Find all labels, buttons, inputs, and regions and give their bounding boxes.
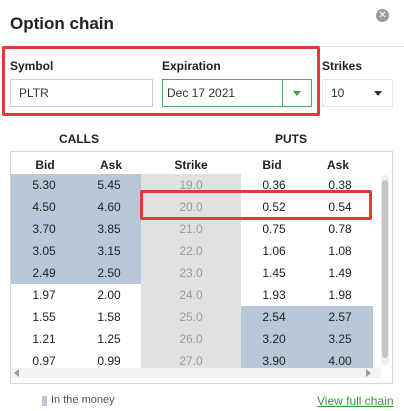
cell-call-bid[interactable]: 3.70 <box>11 218 77 240</box>
cell-put-bid[interactable]: 3.90 <box>241 350 307 372</box>
cell-strike: 22.0 <box>141 240 241 262</box>
symbol-label: Symbol <box>10 59 54 73</box>
cell-put-ask[interactable]: 0.78 <box>328 222 352 236</box>
cell-put-ask[interactable]: 2.57 <box>307 306 373 328</box>
cell-call-ask[interactable]: 1.58 <box>97 310 121 324</box>
cell-strike: 24.0 <box>141 284 241 306</box>
cell-put-bid[interactable]: 1.45 <box>262 266 286 280</box>
strikes-value: 10 <box>331 86 345 100</box>
cell-put-ask[interactable]: 0.54 <box>328 200 352 214</box>
strikes-dropdown-button[interactable] <box>364 80 392 106</box>
cell-call-ask[interactable]: 4.60 <box>77 196 141 218</box>
puts-section-label: PUTS <box>275 132 308 146</box>
cell-strike: 21.0 <box>141 218 241 240</box>
expiration-select[interactable]: Dec 17 2021 <box>162 79 312 107</box>
cell-strike: 23.0 <box>141 262 241 284</box>
cell-put-bid[interactable]: 0.36 <box>262 178 286 192</box>
expiration-dropdown-button[interactable] <box>282 80 311 106</box>
strikes-select[interactable]: 10 <box>322 79 393 107</box>
column-header-put-ask: Ask <box>326 158 349 172</box>
scroll-left-icon[interactable] <box>14 369 19 377</box>
cell-call-bid[interactable]: 5.30 <box>11 174 77 196</box>
view-full-chain-link[interactable]: View full chain <box>317 394 394 408</box>
cell-strike: 26.0 <box>141 328 241 350</box>
cell-put-bid[interactable]: 2.54 <box>241 306 307 328</box>
strikes-label: Strikes <box>322 59 363 73</box>
cell-put-ask[interactable]: 3.25 <box>307 328 373 350</box>
controls-highlight <box>2 46 320 116</box>
cell-put-ask[interactable]: 1.98 <box>328 288 352 302</box>
close-icon[interactable]: ✕ <box>376 9 389 22</box>
cell-put-ask[interactable]: 0.38 <box>328 178 352 192</box>
cell-strike: 27.0 <box>141 350 241 372</box>
cell-put-bid[interactable]: 0.52 <box>262 200 286 214</box>
cell-strike: 20.0 <box>141 196 241 218</box>
cell-call-bid[interactable]: 1.55 <box>32 310 56 324</box>
cell-call-bid[interactable]: 1.21 <box>32 332 56 346</box>
cell-call-ask[interactable]: 2.00 <box>97 288 121 302</box>
symbol-value: PLTR <box>19 86 49 100</box>
cell-call-ask[interactable]: 3.85 <box>77 218 141 240</box>
column-header-call-ask: Ask <box>99 158 122 172</box>
cell-put-bid[interactable]: 1.06 <box>262 244 286 258</box>
column-header-put-bid: Bid <box>262 158 282 172</box>
symbol-input[interactable]: PLTR <box>10 79 153 107</box>
cell-put-bid[interactable]: 0.75 <box>262 222 286 236</box>
column-header-strike: Strike <box>174 158 208 172</box>
column-header-call-bid: Bid <box>35 158 55 172</box>
scroll-right-icon[interactable] <box>366 369 371 377</box>
cell-call-ask[interactable]: 0.99 <box>97 354 121 368</box>
cell-call-bid[interactable]: 0.97 <box>32 354 56 368</box>
chevron-down-icon <box>293 90 301 96</box>
cell-call-bid[interactable]: 3.05 <box>11 240 77 262</box>
cell-call-ask[interactable]: 5.45 <box>77 174 141 196</box>
cell-call-ask[interactable]: 3.15 <box>77 240 141 262</box>
cell-put-ask[interactable]: 1.49 <box>328 266 352 280</box>
cell-put-ask[interactable]: 1.08 <box>328 244 352 258</box>
cell-call-bid[interactable]: 2.49 <box>11 262 77 284</box>
cell-put-ask[interactable]: 4.00 <box>307 350 373 372</box>
legend-label: In the money <box>51 394 115 406</box>
legend-swatch <box>42 396 47 406</box>
cell-put-bid[interactable]: 1.93 <box>262 288 286 302</box>
page-title: Option chain <box>10 14 114 33</box>
calls-section-label: CALLS <box>59 132 99 146</box>
expiration-value: Dec 17 2021 <box>167 86 236 100</box>
selected-row-highlight <box>140 190 372 220</box>
cell-call-ask[interactable]: 2.50 <box>77 262 141 284</box>
cell-strike: 25.0 <box>141 306 241 328</box>
horizontal-scrollbar[interactable] <box>11 368 381 378</box>
vertical-scrollbar-thumb[interactable] <box>382 180 388 358</box>
cell-call-bid[interactable]: 4.50 <box>11 196 77 218</box>
cell-call-ask[interactable]: 1.25 <box>97 332 121 346</box>
cell-put-bid[interactable]: 3.20 <box>241 328 307 350</box>
expiration-label: Expiration <box>162 59 221 73</box>
chevron-down-icon <box>374 90 382 96</box>
cell-call-bid[interactable]: 1.97 <box>32 288 56 302</box>
